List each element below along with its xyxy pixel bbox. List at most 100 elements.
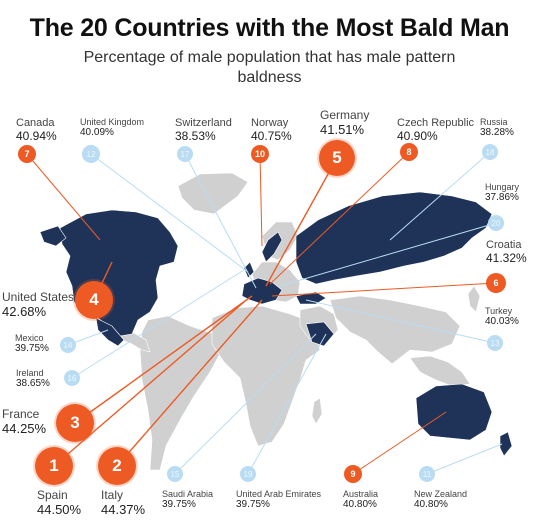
country-name: Spain xyxy=(37,488,68,502)
country-name: Croatia xyxy=(486,239,522,251)
country-value: 38.53% xyxy=(175,128,216,143)
country-name: United Kingdom xyxy=(80,117,145,127)
leader-line-russia xyxy=(389,151,491,241)
label-croatia: Croatia 41.32% xyxy=(486,239,527,265)
label-italy: Italy 44.37% xyxy=(101,488,145,518)
chart-subtitle: Percentage of male population that has m… xyxy=(83,49,456,86)
country-name: Canada xyxy=(16,117,55,129)
rank-badge-norway: 10 xyxy=(251,145,269,163)
leader-line-france xyxy=(74,295,253,424)
rank-badge-switzerland: 17 xyxy=(177,146,193,162)
rank-badge-spain: 1 xyxy=(35,447,73,485)
alaska-shape xyxy=(39,225,67,247)
australia-shape xyxy=(415,383,493,441)
country-value: 40.80% xyxy=(343,499,377,511)
label-hungary: Hungary 37.86% xyxy=(485,182,519,204)
uk-ireland-shape xyxy=(243,261,255,279)
country-name: Hungary xyxy=(485,182,520,192)
country-name: Germany xyxy=(320,108,370,122)
label-germany: Germany 41.51% xyxy=(320,108,370,138)
leader-line-canada xyxy=(26,153,101,241)
country-name: Saudi Arabia xyxy=(162,489,214,499)
label-czech-republic: Czech Republic 40.90% xyxy=(397,117,474,143)
country-name: United States xyxy=(2,290,75,304)
leader-line-norway xyxy=(259,153,263,247)
country-name: Ireland xyxy=(16,368,44,378)
country-name: New Zealand xyxy=(414,489,468,499)
country-value: 39.75% xyxy=(162,499,196,511)
rank-badge-new-zealand: 11 xyxy=(419,466,435,482)
leader-line-germany xyxy=(265,157,338,287)
country-value: 37.86% xyxy=(485,192,519,204)
label-switzerland: Switzerland 38.53% xyxy=(175,117,232,143)
country-name: Italy xyxy=(101,488,124,502)
west-europe-shape xyxy=(241,277,283,305)
label-russia: Russia 38.28% xyxy=(480,117,514,139)
canada-usa-shape xyxy=(59,209,179,337)
label-canada: Canada 40.94% xyxy=(16,117,57,143)
country-name: United Arab Emirates xyxy=(236,489,322,499)
country-name: France xyxy=(2,407,40,421)
rank-badge-canada: 7 xyxy=(18,145,36,163)
label-united-kingdom: United Kingdom 40.09% xyxy=(80,117,144,139)
leader-line-czech-republic xyxy=(269,151,410,285)
africa-shape xyxy=(211,305,321,447)
label-saudi-arabia: Saudi Arabia 39.75% xyxy=(162,489,213,511)
country-name: Switzerland xyxy=(175,117,232,129)
country-name: Russia xyxy=(480,117,508,127)
japan-shape xyxy=(467,285,481,313)
label-france: France 44.25% xyxy=(2,407,47,437)
leader-line-hungary xyxy=(279,222,497,287)
label-new-zealand: New Zealand 40.80% xyxy=(414,489,467,511)
leader-line-saudi-arabia xyxy=(174,333,317,475)
country-value: 40.09% xyxy=(80,127,114,139)
country-value: 38.28% xyxy=(480,127,514,139)
country-value: 40.80% xyxy=(414,499,448,511)
label-mexico: Mexico 39.75% xyxy=(15,333,49,355)
leader-line-turkey xyxy=(305,299,496,344)
rank-badge-mexico: 14 xyxy=(60,337,76,353)
country-name: Norway xyxy=(251,117,289,129)
country-value: 39.75% xyxy=(15,343,49,355)
rank-badge-united-arab-emirates: 19 xyxy=(240,466,256,482)
asia-south-shape xyxy=(329,295,461,365)
country-value: 41.32% xyxy=(486,250,527,265)
country-value: 38.65% xyxy=(16,378,50,390)
country-value: 41.51% xyxy=(320,121,365,137)
rank-badge-italy: 2 xyxy=(98,447,136,485)
label-united-states: United States 42.68% xyxy=(2,290,75,320)
leader-line-new-zealand xyxy=(426,443,503,475)
greenland-shape xyxy=(177,172,249,215)
country-value: 40.75% xyxy=(251,128,292,143)
rank-badge-croatia: 6 xyxy=(486,273,506,293)
rank-badge-turkey: 13 xyxy=(487,335,503,351)
label-australia: Australia 40.80% xyxy=(343,489,378,511)
madagascar-shape xyxy=(311,397,323,425)
southeast-asia-shape xyxy=(409,355,471,387)
label-ireland: Ireland 38.65% xyxy=(16,368,50,390)
label-turkey: Turkey 40.03% xyxy=(485,306,519,328)
leader-line-switzerland xyxy=(184,153,257,289)
leader-line-united-kingdom xyxy=(90,153,249,273)
mexico-shape xyxy=(95,317,125,347)
country-value: 39.75% xyxy=(236,499,270,511)
rank-badge-germany: 5 xyxy=(319,140,355,176)
norway-shape xyxy=(261,231,283,263)
leader-line-italy xyxy=(116,299,263,467)
leader-line-croatia xyxy=(271,282,497,297)
rank-badge-united-states: 4 xyxy=(75,281,113,319)
rank-badge-united-kingdom: 12 xyxy=(82,145,100,163)
leader-line-australia xyxy=(352,411,447,475)
new-zealand-shape xyxy=(499,431,513,457)
country-value: 44.50% xyxy=(37,501,82,517)
turkey-shape xyxy=(295,291,327,305)
rank-badge-czech-republic: 8 xyxy=(400,143,418,161)
country-name: Australia xyxy=(343,489,379,499)
russia-shape xyxy=(295,191,493,285)
label-united-arab-emirates: United Arab Emirates 39.75% xyxy=(236,489,321,511)
rank-badge-russia: 18 xyxy=(482,144,498,160)
country-value: 44.25% xyxy=(2,420,47,436)
label-spain: Spain 44.50% xyxy=(37,488,82,518)
country-value: 40.94% xyxy=(16,128,57,143)
